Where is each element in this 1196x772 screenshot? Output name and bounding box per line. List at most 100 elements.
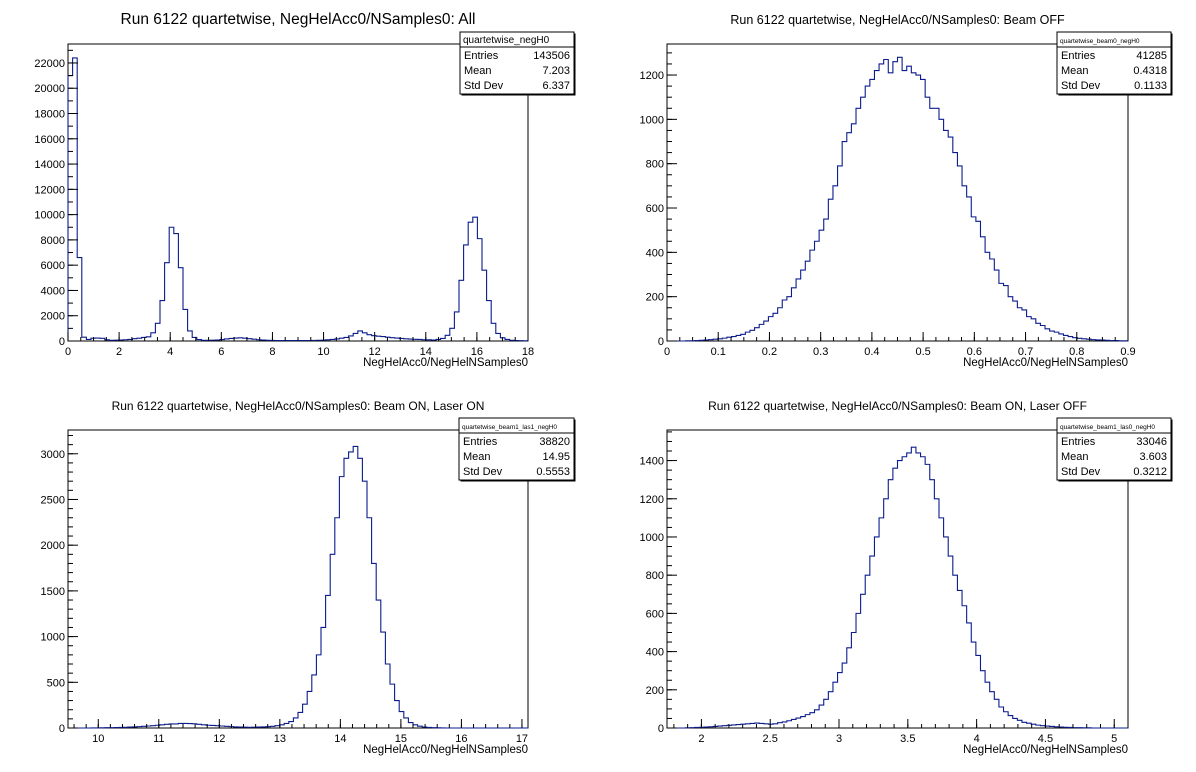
plot-frame <box>666 429 1129 729</box>
stats-label-entries: Entries <box>1061 50 1096 62</box>
stats-box: quartetwise_beam0_negH0 Entries 41285 Mean 0… <box>1056 31 1173 96</box>
stats-label-entries: Entries <box>1061 436 1096 448</box>
y-tick-label: 20000 <box>34 83 65 95</box>
y-tick-label: 0 <box>658 723 664 735</box>
y-tick-label: 1500 <box>41 586 65 598</box>
stats-label-std-dev: Std Dev <box>463 466 503 478</box>
x-tick-label: 8 <box>269 346 275 358</box>
stats-histogram-name: quartetwise_beam1_las0_negH0 <box>1060 424 1155 431</box>
x-axis-title: NegHelAcc0/NegHelNSamples0 <box>363 744 528 756</box>
x-tick-label: 0.3 <box>813 346 828 358</box>
y-tick-label: 0 <box>59 336 65 348</box>
y-tick-label: 6000 <box>41 260 65 272</box>
x-tick-label: 4.5 <box>1038 733 1053 745</box>
histogram-panel-4: Run 6122 quartetwise, NegHelAcc0/NSample… <box>640 399 1173 756</box>
y-tick-label: 1200 <box>640 494 664 506</box>
plot-frame <box>67 429 529 729</box>
y-tick-label: 3000 <box>41 449 65 461</box>
y-tick-label: 4000 <box>41 285 65 297</box>
stats-box: quartetwise_beam1_las1_negH0 Entries 38820… <box>458 417 576 482</box>
stats-box-frame <box>1056 417 1172 481</box>
x-tick-label: 12 <box>213 733 225 745</box>
histogram-line <box>67 57 528 342</box>
y-tick-label: 22000 <box>34 58 65 70</box>
x-tick-label: 16 <box>471 346 483 358</box>
y-tick-label: 500 <box>47 677 65 689</box>
x-tick-label: 13 <box>274 733 286 745</box>
x-tick-label: 18 <box>522 346 534 358</box>
stats-label-entries: Entries <box>464 50 499 62</box>
y-tick-label: 16000 <box>34 134 65 146</box>
stats-value-mean: 7.203 <box>542 65 570 77</box>
x-tick-label: 17 <box>516 733 528 745</box>
x-tick-label: 5 <box>1111 733 1117 745</box>
stats-box: quartetwise_beam1_las0_negH0 Entries 33046… <box>1056 417 1173 482</box>
y-tick-label: 400 <box>646 247 664 259</box>
y-tick-label: 600 <box>646 203 664 215</box>
y-tick-label: 0 <box>658 336 664 348</box>
x-tick-label: 0.1 <box>711 346 726 358</box>
stats-value-mean: 0.4318 <box>1133 65 1167 77</box>
stats-value-std-dev: 6.337 <box>542 80 570 92</box>
stats-value-std-dev: 0.3212 <box>1133 466 1167 478</box>
x-tick-label: 15 <box>395 733 407 745</box>
x-tick-label: 14 <box>420 346 432 358</box>
x-tick-label: 0.9 <box>1120 346 1135 358</box>
x-tick-label: 0 <box>664 346 670 358</box>
stats-label-std-dev: Std Dev <box>464 80 504 92</box>
y-tick-label: 18000 <box>34 109 65 121</box>
histogram-panel-1: Run 6122 quartetwise, NegHelAcc0/NSample… <box>34 11 576 369</box>
x-tick-label: 0 <box>65 346 71 358</box>
stats-value-std-dev: 0.5553 <box>536 466 570 478</box>
x-tick-label: 0.4 <box>864 346 879 358</box>
y-tick-label: 14000 <box>34 159 65 171</box>
chart-title: Run 6122 quartetwise, NegHelAcc0/NSample… <box>121 11 476 28</box>
x-tick-label: 3.5 <box>900 733 915 745</box>
chart-title: Run 6122 quartetwise, NegHelAcc0/NSample… <box>112 399 485 413</box>
x-tick-label: 4 <box>974 733 980 745</box>
chart-title: Run 6122 quartetwise, NegHelAcc0/NSample… <box>730 13 1065 27</box>
stats-value-mean: 3.603 <box>1139 451 1167 463</box>
x-tick-label: 3 <box>836 733 842 745</box>
stats-histogram-name: quartetwise_beam0_negH0 <box>1060 38 1140 45</box>
stats-value-mean: 14.95 <box>542 451 570 463</box>
y-tick-label: 12000 <box>34 184 65 196</box>
y-tick-label: 2500 <box>41 494 65 506</box>
stats-box: quartetwise_negH0 Entries 143506 Mean 7.203 S… <box>459 31 576 96</box>
x-tick-label: 4 <box>167 346 173 358</box>
x-tick-label: 0.7 <box>1018 346 1033 358</box>
x-tick-label: 2.5 <box>763 733 778 745</box>
stats-label-std-dev: Std Dev <box>1061 466 1101 478</box>
stats-label-std-dev: Std Dev <box>1061 80 1101 92</box>
y-tick-label: 600 <box>646 608 664 620</box>
x-tick-label: 0.6 <box>967 346 982 358</box>
y-tick-label: 1200 <box>640 70 664 82</box>
x-tick-label: 11 <box>153 733 164 745</box>
stats-label-entries: Entries <box>463 436 498 448</box>
y-tick-label: 2000 <box>41 311 65 323</box>
histogram-panel-3: Run 6122 quartetwise, NegHelAcc0/NSample… <box>41 399 576 756</box>
y-tick-label: 1000 <box>41 632 65 644</box>
x-tick-label: 10 <box>317 346 329 358</box>
stats-box-frame <box>459 31 575 95</box>
x-tick-label: 0.2 <box>762 346 777 358</box>
y-tick-label: 2000 <box>41 540 65 552</box>
x-axis-title: NegHelAcc0/NegHelNSamples0 <box>363 357 528 369</box>
x-tick-label: 2 <box>116 346 122 358</box>
stats-value-entries: 33046 <box>1136 436 1167 448</box>
stats-label-mean: Mean <box>1061 451 1089 463</box>
y-tick-label: 200 <box>646 685 664 697</box>
stats-value-entries: 38820 <box>539 436 570 448</box>
y-tick-label: 1400 <box>640 456 664 468</box>
y-tick-label: 200 <box>646 292 664 304</box>
x-tick-label: 0.8 <box>1069 346 1084 358</box>
stats-label-mean: Mean <box>464 65 492 77</box>
stats-box-frame <box>458 417 575 481</box>
x-axis-title: NegHelAcc0/NegHelNSamples0 <box>963 357 1128 369</box>
stats-value-entries: 143506 <box>533 50 570 62</box>
y-tick-label: 800 <box>646 570 664 582</box>
stats-histogram-name: quartetwise_negH0 <box>463 35 550 46</box>
chart-title: Run 6122 quartetwise, NegHelAcc0/NSample… <box>708 399 1087 413</box>
x-tick-label: 12 <box>369 346 381 358</box>
